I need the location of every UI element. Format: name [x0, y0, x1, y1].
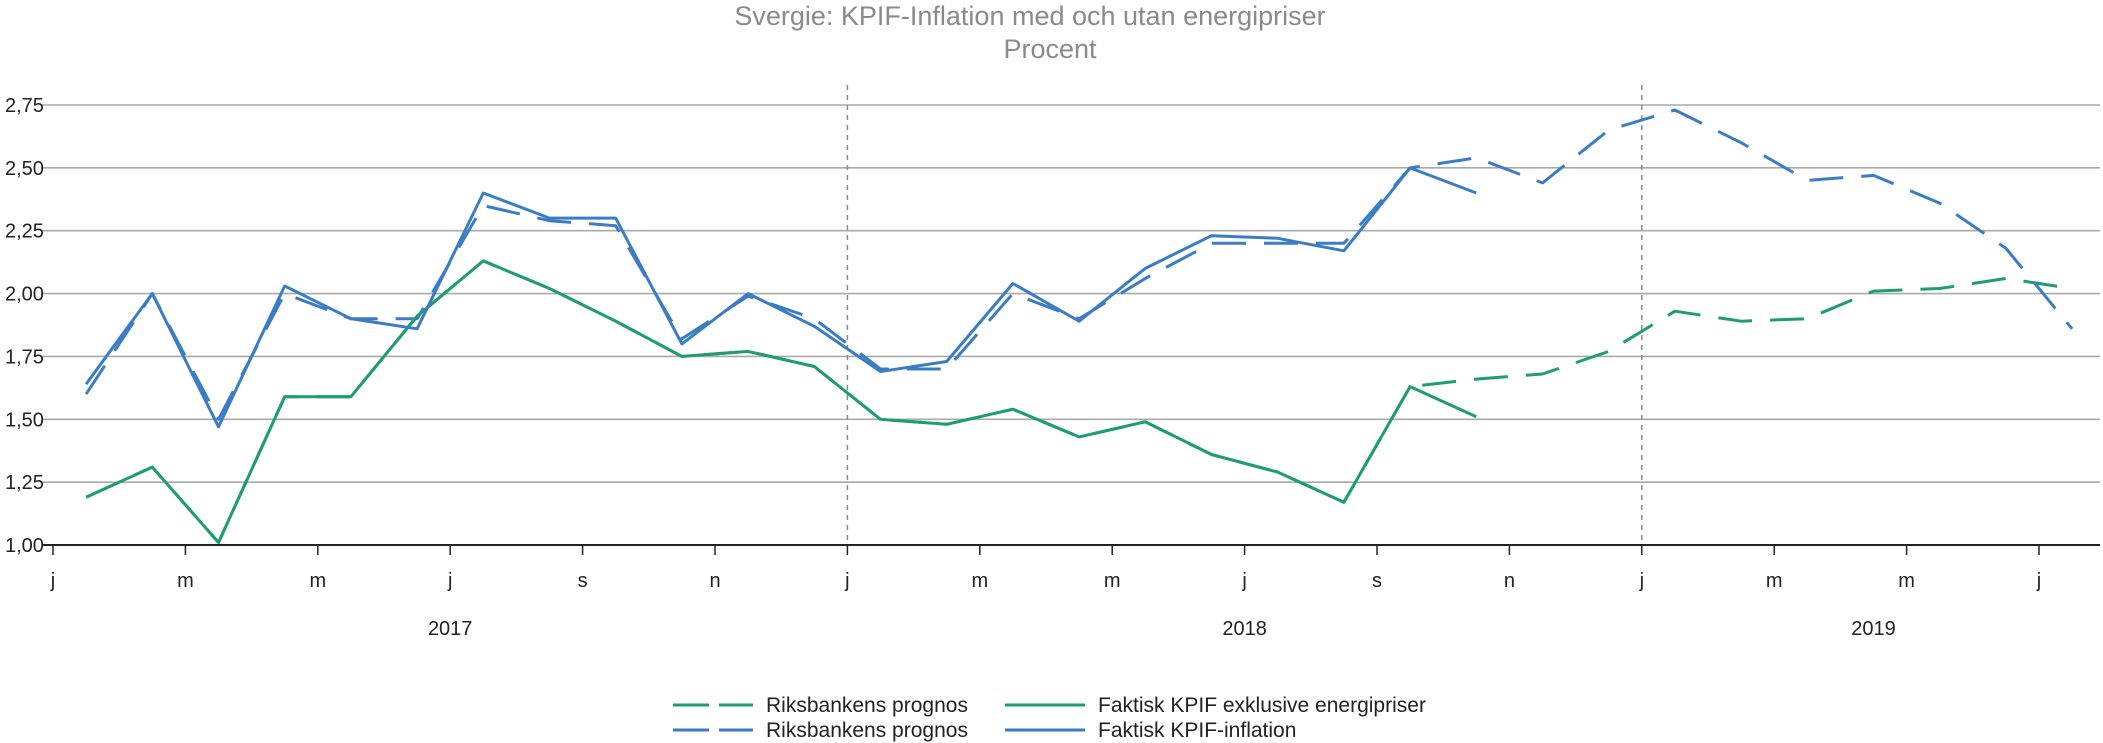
x-tick-label: j: [1241, 570, 1246, 592]
x-tick-label: s: [1372, 570, 1382, 592]
year-separators: [846, 85, 1643, 545]
y-tick-label: 1,25: [5, 472, 44, 494]
year-label: 2018: [1222, 618, 1267, 640]
x-tick-label: n: [709, 570, 720, 592]
series-group: [84, 108, 2074, 544]
x-tick-label: j: [2036, 570, 2041, 592]
y-tick-label: 1,75: [5, 346, 44, 368]
x-tick-label: j: [447, 570, 452, 592]
legend-label: Riksbankens prognos: [766, 719, 968, 742]
gridlines: [42, 104, 2100, 483]
y-tick-label: 2,00: [5, 284, 44, 306]
series-line-forecast: [84, 108, 2074, 421]
x-tick-label: j: [50, 570, 55, 592]
y-tick-label: 1,50: [5, 409, 44, 431]
legend-label: Faktisk KPIF exklusive energipriser: [1098, 694, 1426, 717]
x-tick-label: m: [1104, 570, 1121, 592]
legend-label: Faktisk KPIF-inflation: [1098, 719, 1296, 742]
x-tick-label: m: [177, 570, 194, 592]
series-line-actual: [84, 166, 1477, 429]
year-label: 2017: [428, 618, 473, 640]
series-line-actual: [85, 259, 1477, 544]
legend-label: Riksbankens prognos: [766, 694, 968, 717]
x-tick-label: j: [1639, 570, 1644, 592]
x-tick-label: n: [1504, 570, 1515, 592]
chart-title: Svergie: KPIF-Inflation med och utan ene…: [734, 1, 1325, 31]
series-line-forecast: [85, 259, 2073, 544]
y-tick-label: 2,50: [5, 158, 44, 180]
chart-subtitle: Procent: [1003, 34, 1097, 64]
x-tick-label: m: [309, 570, 326, 592]
y-tick-label: 1,00: [5, 535, 44, 557]
x-tick-label: m: [971, 570, 988, 592]
axes: 1,00 1,25 1,50 1,75 2,00 2,25 2,50 2,75 j m m j s n j m…: [5, 95, 2100, 640]
x-tick-label: j: [844, 570, 849, 592]
y-tick-label: 2,75: [5, 95, 44, 117]
y-tick-label: 2,25: [5, 221, 44, 243]
x-tick-label: s: [578, 570, 588, 592]
x-tick-label: m: [1766, 570, 1783, 592]
x-tick-label: m: [1898, 570, 1915, 592]
year-label: 2019: [1851, 618, 1896, 640]
